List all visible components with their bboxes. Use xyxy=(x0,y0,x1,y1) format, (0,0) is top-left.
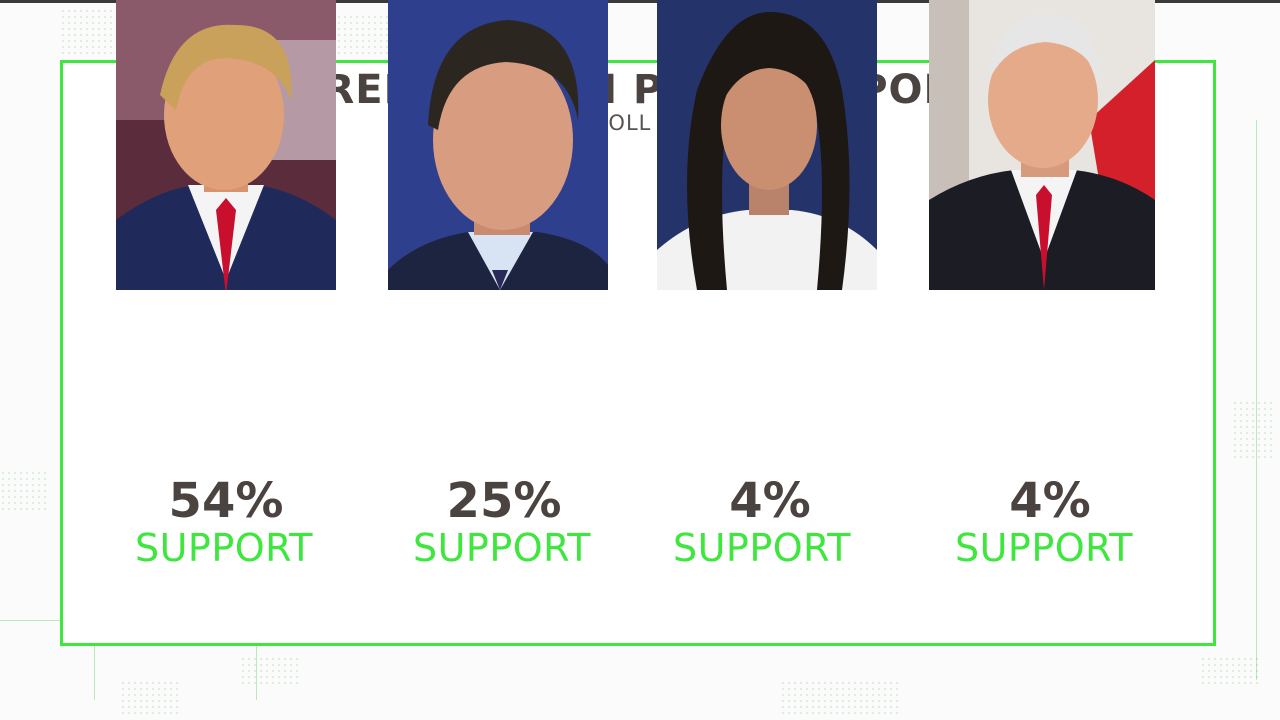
decorative-dots xyxy=(60,8,120,56)
candidate-support-label-3: SUPPORT xyxy=(672,526,852,570)
candidate-percent-2: 25% xyxy=(446,473,562,529)
candidate-support-label-1: SUPPORT xyxy=(134,526,314,570)
candidate-percent-3: 4% xyxy=(729,473,811,529)
candidate-percent-1: 54% xyxy=(168,473,284,529)
decorative-dots xyxy=(780,680,900,716)
decorative-dots xyxy=(1200,656,1260,686)
candidate-photo-4 xyxy=(929,0,1155,290)
candidate-photo-1 xyxy=(116,0,336,290)
portrait-icon xyxy=(929,0,1155,290)
portrait-icon xyxy=(116,0,336,290)
candidate-support-label-4: SUPPORT xyxy=(954,526,1134,570)
decorative-dots xyxy=(0,470,50,510)
portrait-icon xyxy=(388,0,608,290)
candidate-percent-4: 4% xyxy=(1009,473,1091,529)
candidate-photo-3 xyxy=(657,0,877,290)
decorative-line xyxy=(1256,120,1257,680)
decorative-dots xyxy=(240,656,300,686)
portrait-icon xyxy=(657,0,877,290)
candidate-support-label-2: SUPPORT xyxy=(412,526,592,570)
decorative-dots xyxy=(1232,400,1272,460)
top-edge-bar xyxy=(0,0,1280,3)
candidate-photo-2 xyxy=(388,0,608,290)
decorative-dots xyxy=(120,680,180,716)
